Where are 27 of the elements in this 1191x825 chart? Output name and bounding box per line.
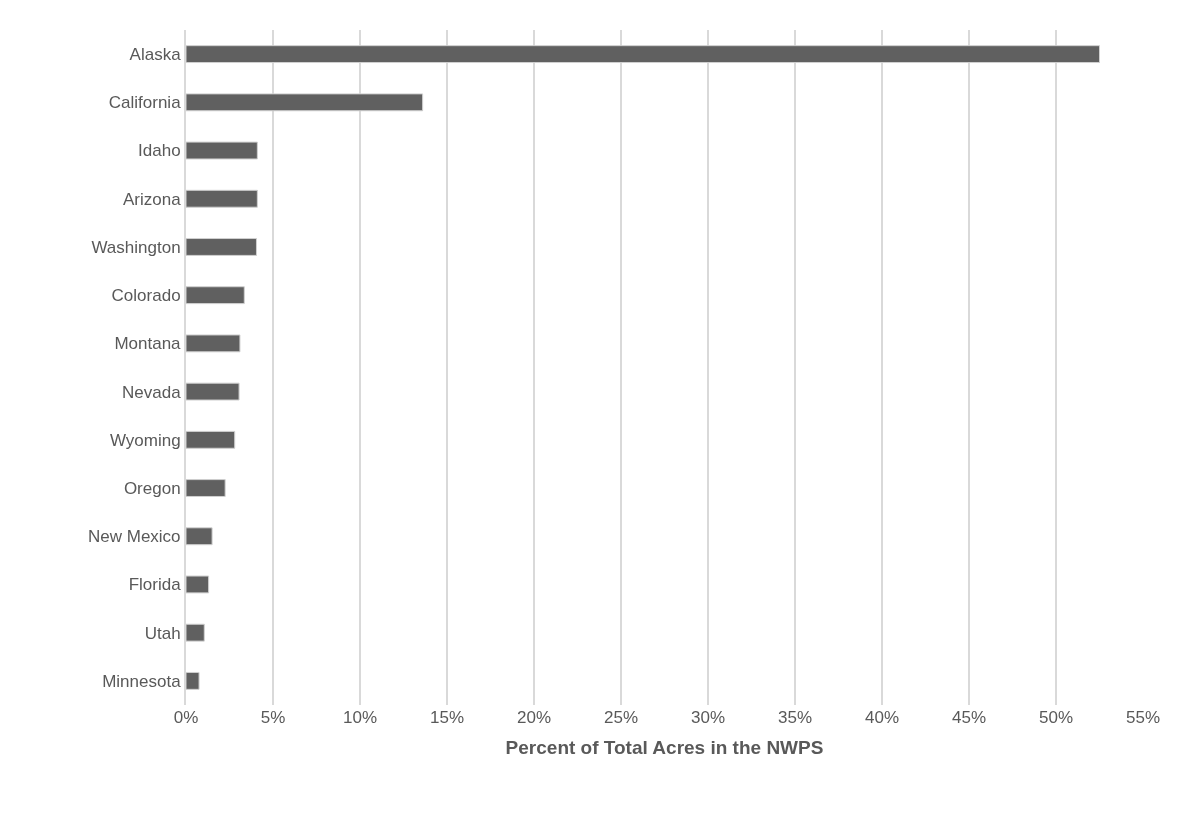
y-tick-label: Oregon xyxy=(123,478,181,498)
y-tick-label: Colorado xyxy=(111,286,181,306)
x-axis-title: Percent of Total Acres in the NWPS xyxy=(505,736,824,758)
x-tick-label: 40% xyxy=(864,708,900,727)
y-tick-label: Wyoming xyxy=(109,430,181,450)
x-tick-label: 20% xyxy=(516,708,552,727)
x-tick-label: 35% xyxy=(777,708,813,727)
y-tick-label: Montana xyxy=(114,334,182,354)
x-tick-label: 15% xyxy=(429,708,465,727)
y-tick-label: California xyxy=(108,93,182,113)
y-tick-label: Alaska xyxy=(129,45,182,65)
y-tick-label: Washington xyxy=(91,237,181,257)
y-tick-label: Utah xyxy=(144,623,181,643)
y-tick-label: New Mexico xyxy=(88,527,181,547)
x-tick-label: 45% xyxy=(951,708,987,727)
x-tick-label: 55% xyxy=(1125,708,1161,727)
y-tick-label: Idaho xyxy=(138,141,181,161)
y-tick-label: Nevada xyxy=(121,382,182,402)
x-tick-label: 5% xyxy=(260,708,286,727)
x-tick-label: 10% xyxy=(342,708,378,727)
y-tick-label: Florida xyxy=(128,575,182,595)
y-tick-label: Arizona xyxy=(122,189,182,209)
x-tick-label: 30% xyxy=(690,708,726,727)
x-tick-label: 0% xyxy=(173,708,199,727)
y-tick-label: Minnesota xyxy=(102,671,182,691)
x-tick-label: 50% xyxy=(1038,708,1074,727)
x-tick-label: 25% xyxy=(603,708,639,727)
